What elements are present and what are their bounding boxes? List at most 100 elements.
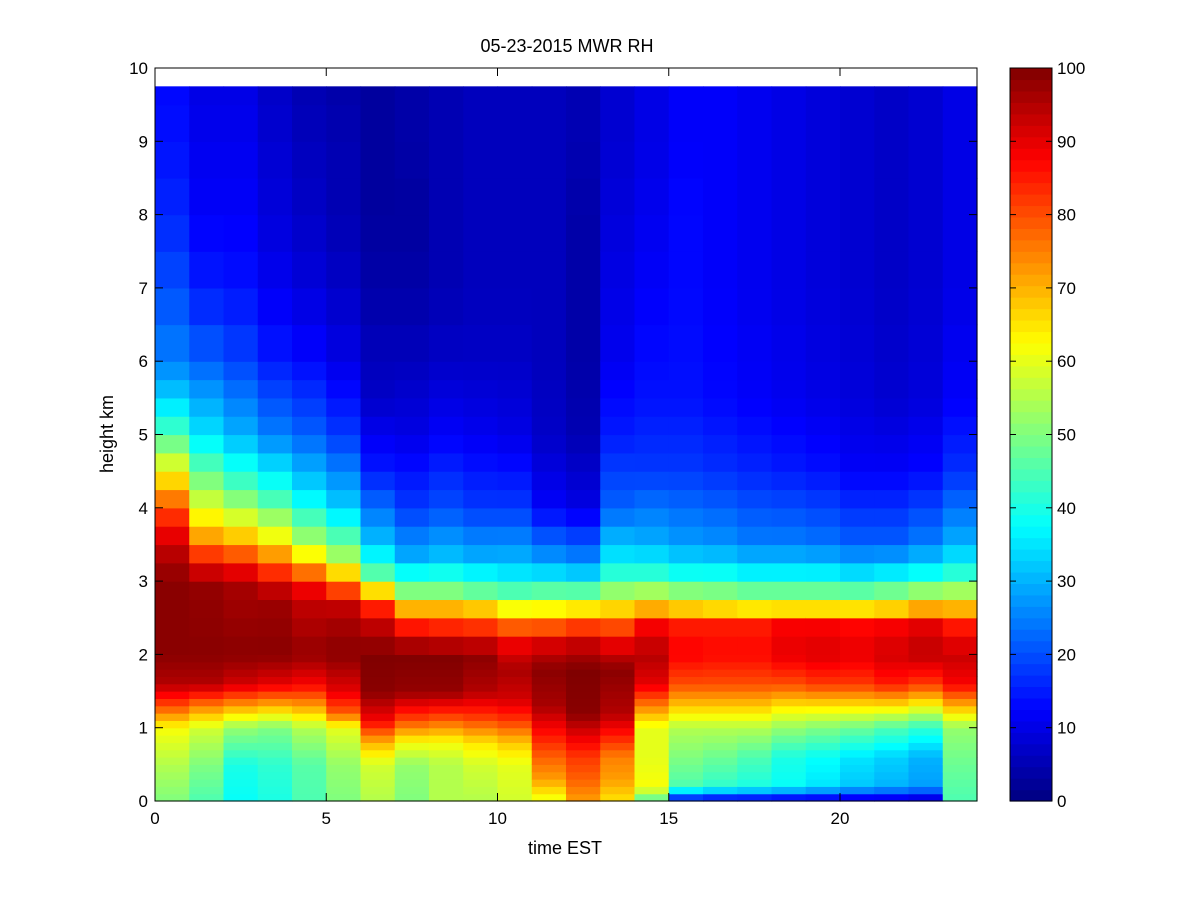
heatmap-cell	[566, 764, 601, 773]
heatmap-cell	[326, 86, 362, 106]
heatmap-cell	[600, 507, 636, 527]
heatmap-cell	[292, 705, 327, 714]
heatmap-cell	[155, 757, 190, 765]
heatmap-cell	[668, 379, 704, 399]
heatmap-cell	[463, 742, 499, 751]
heatmap-cell	[497, 471, 533, 491]
colorbar-band	[1010, 148, 1052, 161]
heatmap-cell	[189, 507, 225, 527]
heatmap-cell	[326, 471, 362, 491]
heatmap-cell	[360, 727, 396, 736]
heatmap-cell	[805, 471, 841, 491]
colorbar-band	[1010, 319, 1052, 333]
heatmap-cell	[394, 683, 430, 692]
heatmap-cell	[463, 713, 499, 721]
heatmap-cell	[326, 683, 362, 692]
y-tick-label: 2	[139, 645, 148, 664]
heatmap-cell	[360, 742, 396, 751]
colorbar-tick-label: 10	[1057, 719, 1076, 738]
heatmap-cell	[942, 324, 978, 362]
heatmap-cell	[668, 86, 704, 106]
heatmap-cell	[326, 489, 362, 509]
heatmap-cell	[223, 654, 259, 663]
heatmap-cell	[737, 471, 773, 491]
colorbar-tick-label: 40	[1057, 499, 1076, 518]
heatmap-cell	[908, 324, 944, 362]
heatmap-cell	[668, 764, 704, 773]
heatmap-cell	[703, 764, 738, 773]
heatmap-cell	[874, 361, 910, 381]
heatmap-cell	[634, 735, 670, 743]
heatmap-cell	[531, 771, 567, 780]
heatmap-cell	[840, 507, 875, 527]
heatmap-cell	[840, 698, 875, 707]
heatmap-cell	[805, 287, 841, 326]
colorbar-band	[1010, 583, 1052, 596]
heatmap-cell	[771, 214, 807, 252]
colorbar-band	[1010, 652, 1052, 665]
heatmap-cell	[463, 177, 499, 216]
heatmap-cell	[703, 735, 738, 743]
heatmap-cell	[189, 742, 225, 751]
colorbar-band	[1010, 606, 1052, 619]
heatmap-cell	[908, 86, 944, 106]
heatmap-cell	[634, 757, 670, 765]
heatmap-cell	[394, 507, 430, 527]
heatmap-cell	[531, 779, 567, 787]
heatmap-cell	[942, 757, 978, 765]
heatmap-cell	[463, 471, 499, 491]
heatmap-cell	[257, 742, 293, 751]
heatmap-cell	[668, 544, 704, 564]
heatmap-cell	[223, 471, 259, 491]
heatmap-cell	[292, 544, 327, 564]
heatmap-cell	[874, 793, 910, 802]
heatmap-cell	[634, 698, 670, 707]
heatmap-cell	[155, 104, 190, 142]
heatmap-cell	[463, 599, 499, 619]
heatmap-cell	[189, 749, 225, 758]
heatmap-cell	[634, 669, 670, 677]
heatmap-cell	[840, 141, 875, 179]
heatmap-cell	[292, 562, 327, 582]
heatmap-cell	[908, 698, 944, 707]
heatmap-cell	[600, 786, 636, 795]
heatmap-cell	[463, 764, 499, 773]
heatmap-cell	[497, 562, 533, 582]
heatmap-cell	[463, 544, 499, 564]
heatmap-cell	[942, 287, 978, 326]
heatmap-cell	[326, 661, 362, 670]
heatmap-cell	[771, 251, 807, 289]
heatmap-cell	[155, 177, 190, 216]
heatmap-cell	[394, 705, 430, 714]
heatmap-cell	[634, 691, 670, 699]
heatmap-cell	[600, 683, 636, 692]
heatmap-cell	[703, 379, 738, 399]
heatmap-cell	[360, 251, 396, 289]
heatmap-cell	[189, 705, 225, 714]
heatmap-cell	[326, 793, 362, 802]
heatmap-cell	[155, 669, 190, 677]
heatmap-cell	[737, 452, 773, 472]
heatmap-cell	[668, 654, 704, 663]
heatmap-cell	[942, 141, 978, 179]
heatmap-cell	[874, 713, 910, 721]
heatmap-cell	[394, 379, 430, 399]
heatmap-cell	[497, 141, 533, 179]
heatmap-cell	[292, 617, 327, 637]
colorbar-band	[1010, 79, 1052, 92]
heatmap-cell	[360, 698, 396, 707]
heatmap-cell	[223, 104, 259, 142]
heatmap-cell	[531, 104, 567, 142]
heatmap-cell	[531, 735, 567, 743]
heatmap-cell	[292, 287, 327, 326]
heatmap-cell	[531, 86, 567, 106]
colorbar-band	[1010, 675, 1052, 688]
heatmap-cell	[908, 214, 944, 252]
heatmap-cell	[189, 661, 225, 670]
heatmap-cell	[497, 251, 533, 289]
heatmap-cell	[360, 214, 396, 252]
heatmap-cell	[908, 581, 944, 601]
heatmap-cell	[874, 141, 910, 179]
heatmap-cell	[189, 324, 225, 362]
heatmap-cell	[429, 86, 464, 106]
